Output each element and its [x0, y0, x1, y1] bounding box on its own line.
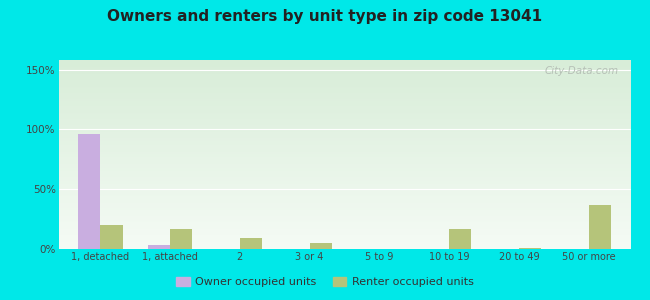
- Legend: Owner occupied units, Renter occupied units: Owner occupied units, Renter occupied un…: [172, 272, 478, 291]
- Text: City-Data.com: City-Data.com: [545, 66, 619, 76]
- Bar: [240, 238, 262, 249]
- Text: Owners and renters by unit type in zip code 13041: Owners and renters by unit type in zip c…: [107, 9, 543, 24]
- Bar: [589, 205, 611, 249]
- Bar: [449, 229, 471, 249]
- Bar: [519, 248, 541, 249]
- Bar: [148, 245, 170, 249]
- Bar: [78, 134, 100, 249]
- Bar: [309, 243, 332, 249]
- Bar: [100, 225, 123, 249]
- Bar: [170, 229, 192, 249]
